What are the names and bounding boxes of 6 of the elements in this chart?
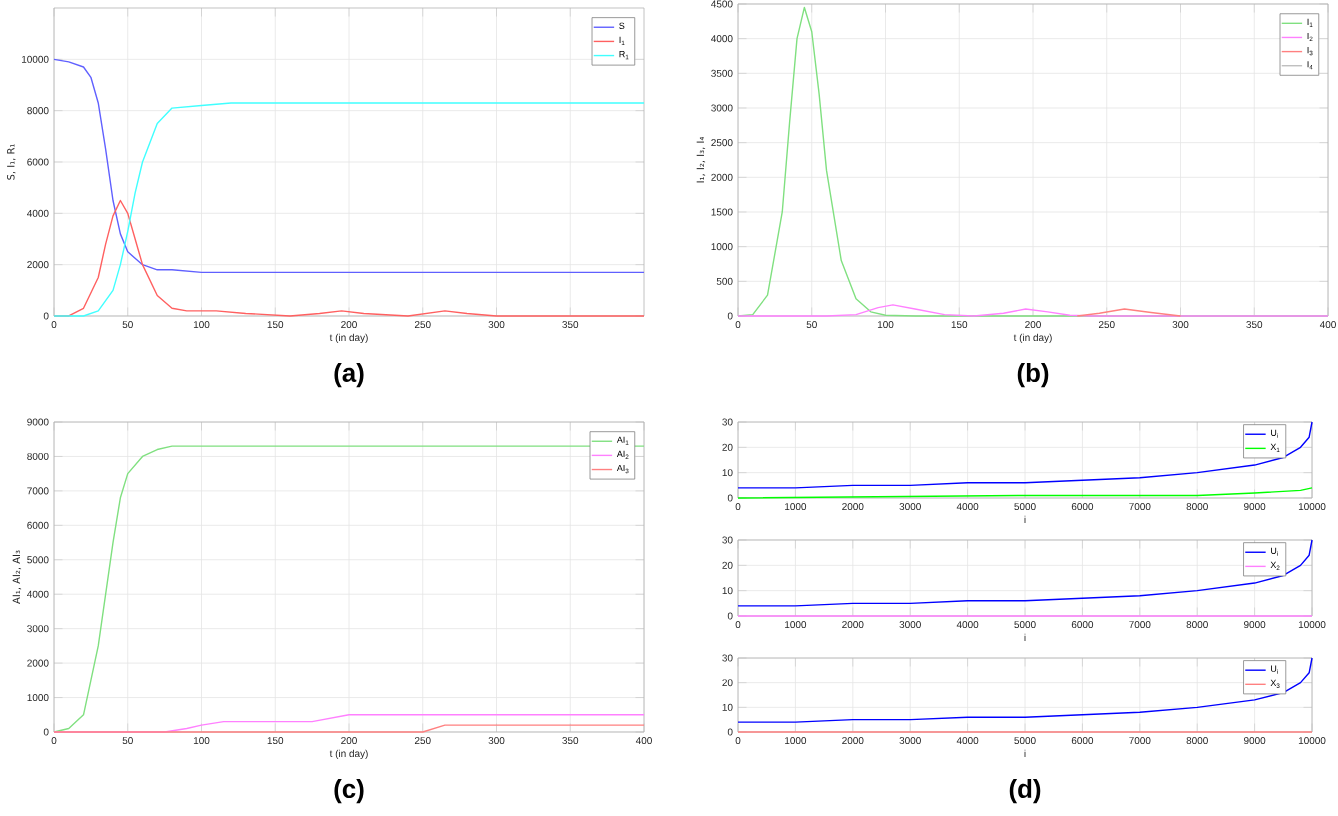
text: (d) xyxy=(1009,779,1041,804)
line-series xyxy=(53,445,645,733)
text: (b) xyxy=(1017,363,1049,388)
text: (c) xyxy=(334,779,364,804)
text: (a) xyxy=(334,363,364,388)
line-series xyxy=(737,421,1313,489)
